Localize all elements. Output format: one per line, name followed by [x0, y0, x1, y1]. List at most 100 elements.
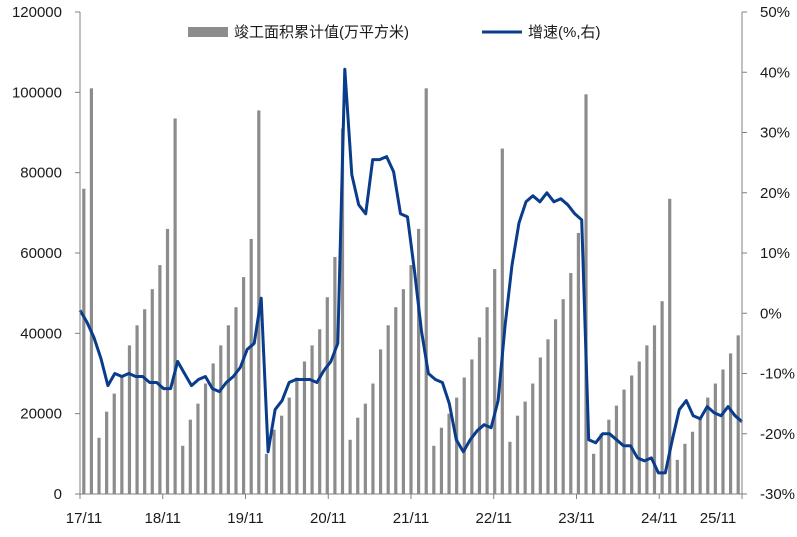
- left-tick-label: 100000: [12, 84, 62, 101]
- bar: [82, 188, 86, 494]
- left-tick-label: 20000: [20, 406, 62, 423]
- bar: [584, 94, 588, 494]
- bar: [196, 403, 200, 494]
- bar: [683, 443, 687, 494]
- bar: [310, 345, 314, 494]
- bar: [280, 415, 284, 494]
- right-tick-label: 40%: [760, 64, 790, 81]
- bar-series: [82, 88, 740, 495]
- bar: [432, 445, 436, 494]
- legend-bar-swatch: [188, 27, 228, 37]
- bar: [272, 429, 276, 494]
- bar: [698, 417, 702, 494]
- bar: [645, 345, 649, 494]
- bar: [637, 361, 641, 494]
- bar: [264, 453, 269, 494]
- bar: [462, 377, 466, 494]
- bar: [257, 110, 261, 495]
- x-axis-ticks: 17/11 18/11 19/11 20/11 21/11 22/11 23/11 24/11…: [66, 494, 743, 527]
- left-tick-label: 0: [54, 486, 62, 503]
- bar: [592, 453, 596, 494]
- right-tick-label: 0%: [760, 305, 782, 322]
- bar: [736, 335, 740, 494]
- bar: [158, 265, 162, 494]
- bar: [424, 88, 428, 495]
- bar: [348, 439, 352, 494]
- x-tick-label: 22/11: [476, 510, 512, 527]
- left-tick-label: 120000: [12, 4, 62, 21]
- right-tick-label: -30%: [760, 486, 795, 503]
- right-tick-label: 20%: [760, 185, 790, 202]
- bar: [728, 353, 733, 494]
- bar: [485, 307, 489, 494]
- bar: [371, 383, 375, 494]
- bar: [409, 265, 413, 494]
- x-tick-label: 23/11: [558, 510, 594, 527]
- bar: [721, 369, 725, 494]
- right-axis-ticks: -30% -20% -10% 0% 10% 20% 30% 40% 50%: [742, 4, 795, 503]
- bar: [561, 299, 565, 494]
- right-tick-label: 50%: [760, 4, 790, 21]
- right-tick-label: 10%: [760, 245, 790, 262]
- bar: [652, 325, 657, 494]
- bar: [477, 337, 482, 494]
- bar: [599, 433, 603, 494]
- bar: [127, 345, 132, 494]
- bar: [188, 419, 192, 494]
- bar: [112, 393, 116, 494]
- bar: [325, 297, 329, 494]
- bar: [675, 459, 679, 494]
- bar: [226, 325, 230, 494]
- bar: [622, 389, 626, 494]
- bar: [333, 257, 337, 494]
- bar: [538, 357, 542, 494]
- bar: [607, 419, 611, 494]
- bar: [439, 427, 444, 494]
- bar: [135, 325, 139, 494]
- bar: [165, 228, 170, 494]
- x-tick-label: 20/11: [310, 510, 346, 527]
- bar: [302, 361, 307, 494]
- x-tick-label: 19/11: [227, 510, 263, 527]
- bar: [553, 319, 558, 494]
- bar: [515, 415, 520, 494]
- bar: [455, 397, 459, 494]
- bar: [447, 413, 451, 494]
- bar: [546, 339, 550, 494]
- bar: [523, 401, 527, 494]
- bar: [219, 345, 223, 494]
- bar: [614, 405, 619, 494]
- bar: [340, 128, 345, 494]
- bar: [234, 307, 238, 494]
- bar: [569, 273, 573, 494]
- bar: [120, 375, 124, 494]
- bar: [241, 277, 246, 494]
- x-tick-label: 17/11: [66, 510, 102, 527]
- bar: [470, 359, 474, 494]
- bar: [173, 118, 177, 495]
- left-axis-ticks: 0 20000 40000 60000 80000 100000 120000: [12, 4, 80, 503]
- bar: [287, 397, 291, 494]
- bar: [493, 269, 497, 494]
- bar: [295, 377, 299, 494]
- bar: [249, 238, 253, 494]
- legend-bar-label: 竣工面积累计值(万平方米): [234, 24, 409, 41]
- right-tick-label: 30%: [760, 125, 790, 142]
- x-tick-label: 18/11: [145, 510, 181, 527]
- bar: [668, 198, 672, 494]
- bar: [181, 445, 185, 494]
- bar: [500, 148, 504, 495]
- left-tick-label: 40000: [20, 325, 62, 342]
- left-tick-label: 60000: [20, 245, 62, 262]
- bar: [356, 417, 360, 494]
- bar: [89, 88, 94, 495]
- bar: [690, 431, 695, 494]
- bar: [150, 289, 154, 494]
- bar: [97, 437, 101, 494]
- x-tick-label: 21/11: [393, 510, 429, 527]
- right-tick-label: -10%: [760, 366, 795, 383]
- bar: [143, 309, 147, 494]
- line-series: [78, 67, 743, 475]
